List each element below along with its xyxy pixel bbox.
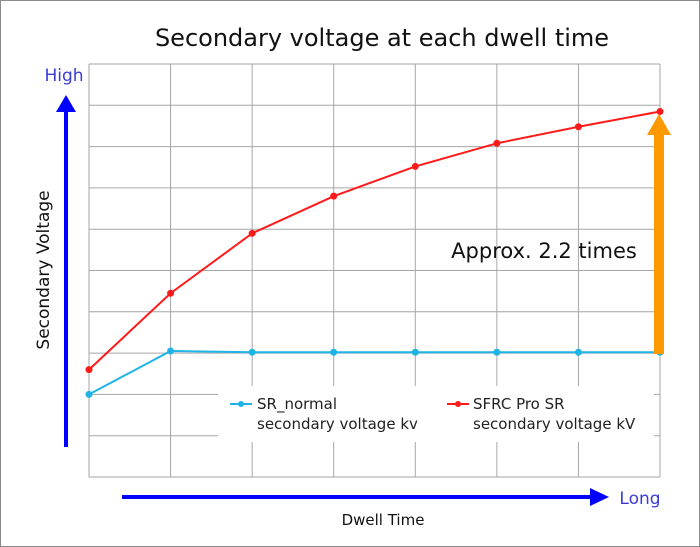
highlight-arrow-head	[647, 114, 671, 135]
x-axis-title: Dwell Time	[342, 511, 425, 529]
highlight-arrow-shaft	[654, 133, 664, 354]
x-axis-arrow-head	[590, 488, 609, 506]
y-axis-title: Secondary Voltage	[34, 190, 54, 349]
data-point-s1-7	[656, 107, 664, 115]
legend-box	[218, 386, 654, 442]
data-point-s0-4	[411, 348, 419, 356]
y-axis-high-label: High	[44, 66, 83, 86]
data-point-s1-0	[85, 366, 93, 374]
legend-label-sr-normal-line1: SR_normal	[257, 395, 337, 414]
legend-marker-sr-normal	[238, 401, 244, 407]
data-point-s1-3	[330, 192, 338, 200]
data-point-s1-4	[411, 162, 419, 170]
y-axis-arrow-head	[56, 95, 76, 112]
data-point-s0-0	[85, 390, 93, 398]
series-line-1	[88, 110, 661, 371]
data-point-s0-6	[574, 348, 582, 356]
x-axis-long-label: Long	[619, 489, 660, 509]
chart-title: Secondary voltage at each dwell time	[155, 24, 609, 52]
data-point-s0-5	[493, 348, 501, 356]
data-point-s1-5	[493, 139, 501, 147]
legend-label-sr-normal-line2: secondary voltage kv	[257, 415, 418, 433]
data-point-s0-2	[248, 348, 256, 356]
ratio-annotation: Approx. 2.2 times	[451, 239, 637, 263]
data-point-s1-2	[248, 229, 256, 237]
legend: SR_normal secondary voltage kv SFRC Pro …	[218, 386, 654, 442]
data-point-s0-1	[167, 347, 175, 355]
data-point-s0-3	[330, 348, 338, 356]
legend-label-sfrc-pro-sr-line2: secondary voltage kV	[473, 415, 636, 433]
series-line-0	[88, 350, 660, 396]
data-point-s1-1	[167, 289, 175, 297]
data-point-s1-6	[574, 123, 582, 131]
legend-label-sfrc-pro-sr-line1: SFRC Pro SR	[473, 395, 565, 413]
legend-marker-sfrc-pro-sr	[455, 401, 461, 407]
